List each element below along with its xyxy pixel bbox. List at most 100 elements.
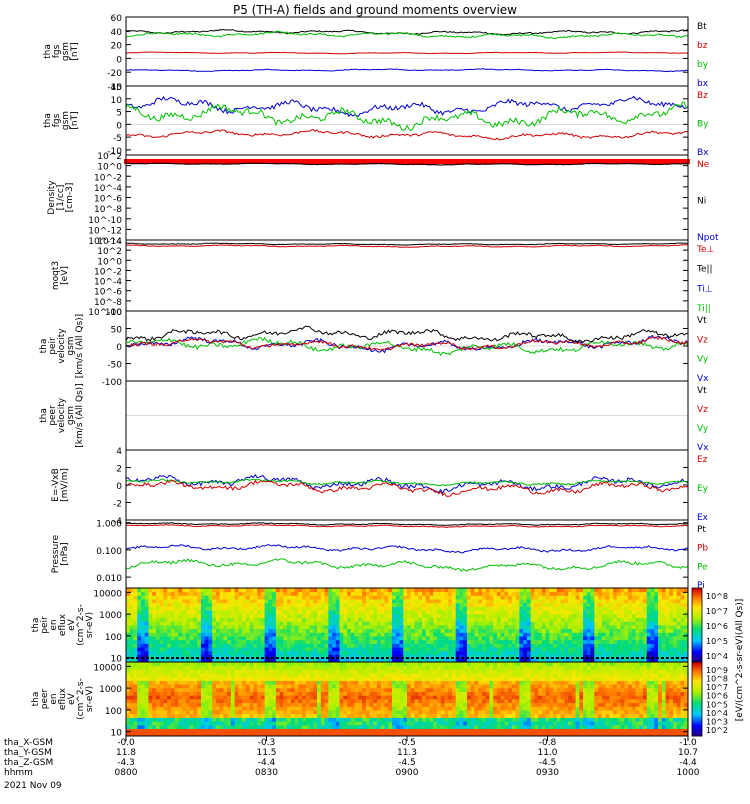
heatmap-cell <box>242 647 246 651</box>
heatmap-cell <box>549 647 553 651</box>
heatmap-cell <box>373 614 377 618</box>
heatmap-cell <box>576 629 580 633</box>
heatmap-cell <box>516 632 520 636</box>
heatmap-cell <box>298 725 302 729</box>
heatmap-cell <box>542 644 546 648</box>
heatmap-cell <box>407 607 411 611</box>
heatmap-cell <box>302 614 306 618</box>
heatmap-cell <box>546 636 550 640</box>
heatmap-cell <box>171 721 175 725</box>
heatmap-cell <box>212 688 216 692</box>
heatmap-cell <box>486 618 490 622</box>
heatmap-cell <box>594 603 598 607</box>
heatmap-cell <box>493 651 497 655</box>
heatmap-cell <box>197 703 201 707</box>
heatmap-cell <box>403 710 407 714</box>
heatmap-cell <box>486 599 490 603</box>
heatmap-cell <box>426 632 430 636</box>
heatmap-cell <box>400 681 404 685</box>
heatmap-cell <box>265 669 269 673</box>
heatmap-cell <box>306 610 310 614</box>
heatmap-cell <box>617 640 621 644</box>
heatmap-cell <box>489 599 493 603</box>
heatmap-cell <box>141 651 145 655</box>
heatmap-cell <box>253 706 257 710</box>
heatmap-cell <box>504 603 508 607</box>
heatmap-cell <box>212 699 216 703</box>
heatmap-cell <box>433 592 437 596</box>
heatmap-cell <box>501 614 505 618</box>
heatmap-cell <box>486 588 490 592</box>
heatmap-cell <box>238 706 242 710</box>
heatmap-cell <box>178 644 182 648</box>
heatmap-cell <box>355 710 359 714</box>
heatmap-cell <box>130 710 134 714</box>
heatmap-cell <box>235 666 239 670</box>
heatmap-cell <box>340 695 344 699</box>
heatmap-cell <box>130 692 134 696</box>
heatmap-cell <box>504 647 508 651</box>
heatmap-cell <box>523 647 527 651</box>
heatmap-cell <box>411 666 415 670</box>
heatmap-cell <box>523 651 527 655</box>
heatmap-cell <box>392 595 396 599</box>
heatmap-cell <box>407 677 411 681</box>
heatmap-cell <box>553 621 557 625</box>
heatmap-cell <box>148 699 152 703</box>
heatmap-cell <box>448 640 452 644</box>
heatmap-cell <box>336 725 340 729</box>
heatmap-cell <box>223 599 227 603</box>
heatmap-cell <box>276 629 280 633</box>
heatmap-cell <box>478 618 482 622</box>
heatmap-cell <box>403 673 407 677</box>
heatmap-cell <box>343 684 347 688</box>
heatmap-cell <box>313 632 317 636</box>
heatmap-cell <box>163 703 167 707</box>
heatmap-cell <box>557 651 561 655</box>
heatmap-cell <box>351 592 355 596</box>
heatmap-cell <box>250 692 254 696</box>
heatmap-cell <box>276 688 280 692</box>
heatmap-cell <box>175 714 179 718</box>
heatmap-cell <box>182 729 186 733</box>
heatmap-cell <box>647 599 651 603</box>
heatmap-cell <box>328 725 332 729</box>
heatmap-cell <box>497 595 501 599</box>
heatmap-cell <box>201 592 205 596</box>
heatmap-cell <box>340 662 344 666</box>
heatmap-cell <box>673 603 677 607</box>
heatmap-cell <box>591 603 595 607</box>
heatmap-cell <box>632 599 636 603</box>
heatmap-cell <box>358 651 362 655</box>
heatmap-cell <box>366 706 370 710</box>
heatmap-cell <box>276 614 280 618</box>
heatmap-cell <box>362 588 366 592</box>
heatmap-cell <box>246 625 250 629</box>
heatmap-cell <box>250 721 254 725</box>
heatmap-cell <box>193 688 197 692</box>
heatmap-cell <box>227 599 231 603</box>
heatmap-cell <box>246 718 250 722</box>
heatmap-cell <box>501 603 505 607</box>
heatmap-cell <box>250 710 254 714</box>
heatmap-cell <box>231 718 235 722</box>
legend-entry: Te|| <box>696 265 713 275</box>
heatmap-cell <box>302 729 306 733</box>
heatmap-cell <box>310 618 314 622</box>
heatmap-cell <box>355 699 359 703</box>
heatmap-cell <box>280 714 284 718</box>
heatmap-cell <box>385 621 389 625</box>
heatmap-cell <box>355 662 359 666</box>
heatmap-cell <box>268 651 272 655</box>
heatmap-cell <box>486 632 490 636</box>
heatmap-cell <box>651 621 655 625</box>
heatmap-cell <box>355 681 359 685</box>
heatmap-cell <box>478 592 482 596</box>
heatmap-cell <box>193 618 197 622</box>
heatmap-cell <box>426 695 430 699</box>
heatmap-cell <box>609 607 613 611</box>
heatmap-cell <box>489 651 493 655</box>
heatmap-cell <box>411 614 415 618</box>
heatmap-cell <box>392 710 396 714</box>
heatmap-cell <box>429 595 433 599</box>
